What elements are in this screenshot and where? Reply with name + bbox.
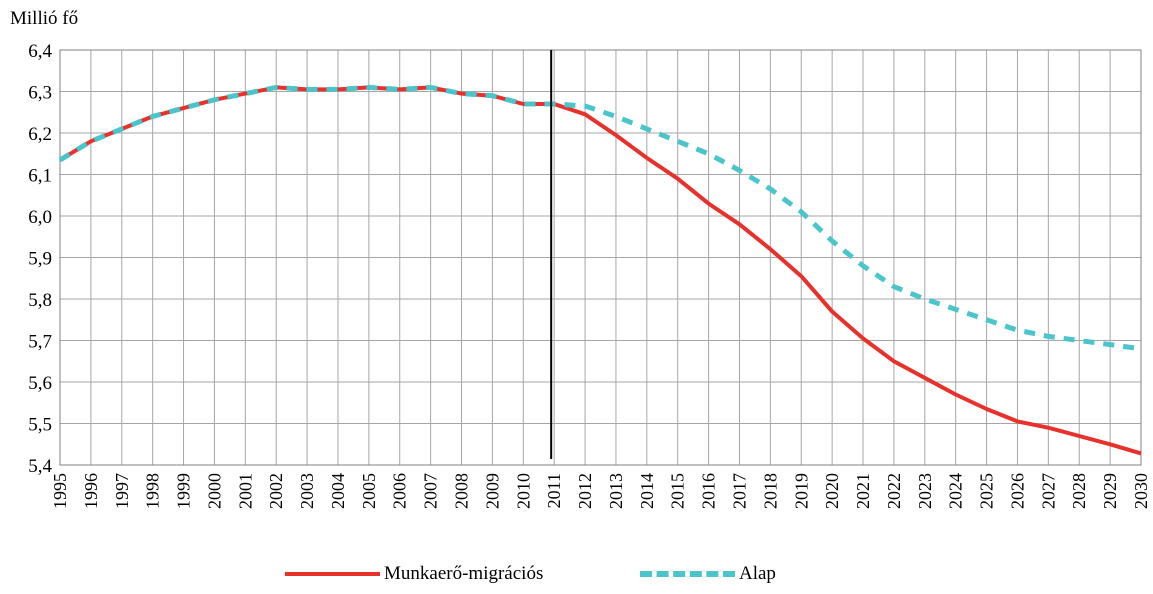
x-tick-label: 2016: [699, 473, 719, 509]
x-tick-label: 2027: [1038, 473, 1058, 509]
y-tick-label: 6,4: [28, 41, 52, 62]
legend-swatch-solid: [285, 572, 380, 576]
x-tick-label: 1999: [174, 473, 194, 509]
x-tick-label: 2009: [482, 473, 502, 509]
x-tick-label: 2000: [204, 473, 224, 509]
series-lines: [58, 84, 1142, 456]
x-tick-label: 2003: [297, 473, 317, 509]
x-tick-label: 2010: [513, 473, 533, 509]
x-tick-labels: 1995 1996 1997 1998 1999 2000 2001 2002 2003 2004…: [50, 473, 1151, 509]
y-axis-title: Millió fő: [10, 8, 79, 29]
x-tick-label: 1998: [143, 473, 163, 509]
x-tick-label: 2008: [452, 473, 472, 509]
legend-label: Alap: [739, 563, 776, 584]
x-tick-label: 2021: [853, 473, 873, 509]
x-tick-label: 2028: [1069, 473, 1089, 509]
plot-border: [59, 49, 1142, 466]
x-tick-label: 2018: [760, 473, 780, 509]
x-tick-label: 2012: [575, 473, 595, 509]
x-tick-label: 2014: [637, 473, 657, 509]
x-tick-label: 2022: [884, 473, 904, 509]
x-tick-label: 2015: [668, 473, 688, 509]
series-line-munkaero-migracios: [58, 85, 1142, 456]
legend-label: Munkaerő-migrációs: [384, 563, 544, 584]
y-tick-label: 5,5: [28, 415, 52, 436]
y-tick-label: 5,9: [28, 249, 52, 270]
y-tick-labels: 5,4 5,5 5,6 5,7 5,8 5,9 6,0 6,1 6,2 6,3 6,4: [28, 41, 52, 477]
x-tick-label: 2019: [791, 473, 811, 509]
x-tick-label: 2030: [1131, 473, 1151, 509]
x-tick-label: 2026: [1007, 473, 1027, 509]
y-tick-label: 5,6: [28, 373, 52, 394]
legend-item-munkaero-migracios: Munkaerő-migrációs: [285, 563, 543, 585]
x-tick-label: 2017: [729, 473, 749, 509]
y-tick-label: 5,8: [28, 290, 52, 311]
x-tick-label: 1996: [81, 473, 101, 509]
y-tick-label: 5,4: [28, 456, 52, 477]
x-tick-label: 2007: [421, 473, 441, 509]
x-tick-label: 2013: [606, 473, 626, 509]
x-tick-label: 2024: [946, 473, 966, 509]
y-tick-label: 6,0: [28, 207, 52, 228]
x-tick-label: 1997: [112, 473, 132, 509]
line-chart: 5,45,55,65,75,85,96,06,16,26,36,4 1995 19…: [28, 41, 1151, 509]
legend-swatch-dashed: [640, 571, 735, 577]
grid: [59, 49, 1142, 466]
x-tick-label: 2002: [266, 473, 286, 509]
x-tick-label: 2001: [235, 473, 255, 509]
x-tick-label: 2004: [328, 473, 348, 509]
x-tick-label: 2025: [977, 473, 997, 509]
y-tick-label: 6,2: [28, 124, 52, 145]
x-tick-label: 2006: [390, 473, 410, 509]
x-tick-label: 2011: [544, 473, 564, 508]
y-tick-label: 6,1: [28, 166, 52, 187]
y-tick-label: 5,7: [28, 332, 52, 353]
x-tick-label: 2005: [359, 473, 379, 509]
legend: Munkaerő-migrációs Alap: [0, 563, 1153, 591]
y-tick-label: 6,3: [28, 83, 52, 104]
x-tick-label: 2020: [822, 473, 842, 509]
x-tick-label: 2029: [1100, 473, 1120, 509]
legend-item-alap: Alap: [640, 563, 776, 585]
x-tick-label: 1995: [50, 473, 70, 509]
x-tick-label: 2023: [915, 473, 935, 509]
